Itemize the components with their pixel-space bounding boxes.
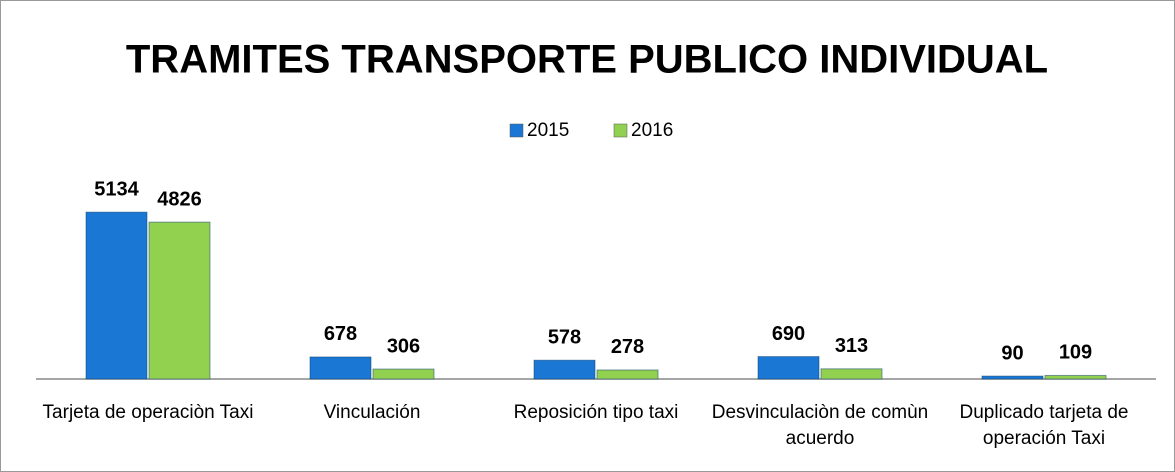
bar	[820, 368, 883, 380]
bar	[981, 375, 1044, 380]
bar	[85, 211, 148, 380]
bar	[148, 221, 211, 380]
x-tick-label: Duplicado tarjeta de operación Taxi	[959, 402, 1129, 449]
data-label: 278	[611, 336, 644, 358]
legend-swatch	[509, 123, 524, 138]
data-label: 5134	[94, 178, 139, 200]
data-label: 578	[548, 326, 581, 348]
x-tick-label: Tarjeta de operaciòn Taxi	[42, 402, 254, 423]
bar	[1044, 374, 1107, 380]
bar	[372, 368, 435, 380]
legend-label: 2015	[527, 120, 569, 141]
data-label: 4826	[157, 188, 202, 210]
data-label: 109	[1059, 342, 1092, 364]
bar	[757, 356, 820, 380]
legend-label: 2016	[631, 120, 673, 141]
data-label: 678	[324, 323, 357, 345]
data-label: 306	[387, 335, 420, 357]
bar	[596, 369, 659, 380]
data-label: 313	[835, 335, 868, 357]
legend-swatch	[613, 123, 628, 138]
bar	[533, 359, 596, 380]
bar	[309, 356, 372, 380]
x-tick-label: Desvinculaciòn de comùn acuerdo	[711, 402, 929, 449]
chart-title: TRAMITES TRANSPORTE PUBLICO INDIVIDUAL	[126, 38, 1048, 82]
x-tick-label: Vinculación	[323, 402, 421, 423]
data-label: 690	[772, 323, 805, 345]
x-tick-label: Reposición tipo taxi	[513, 402, 679, 423]
data-label: 90	[1001, 342, 1023, 364]
